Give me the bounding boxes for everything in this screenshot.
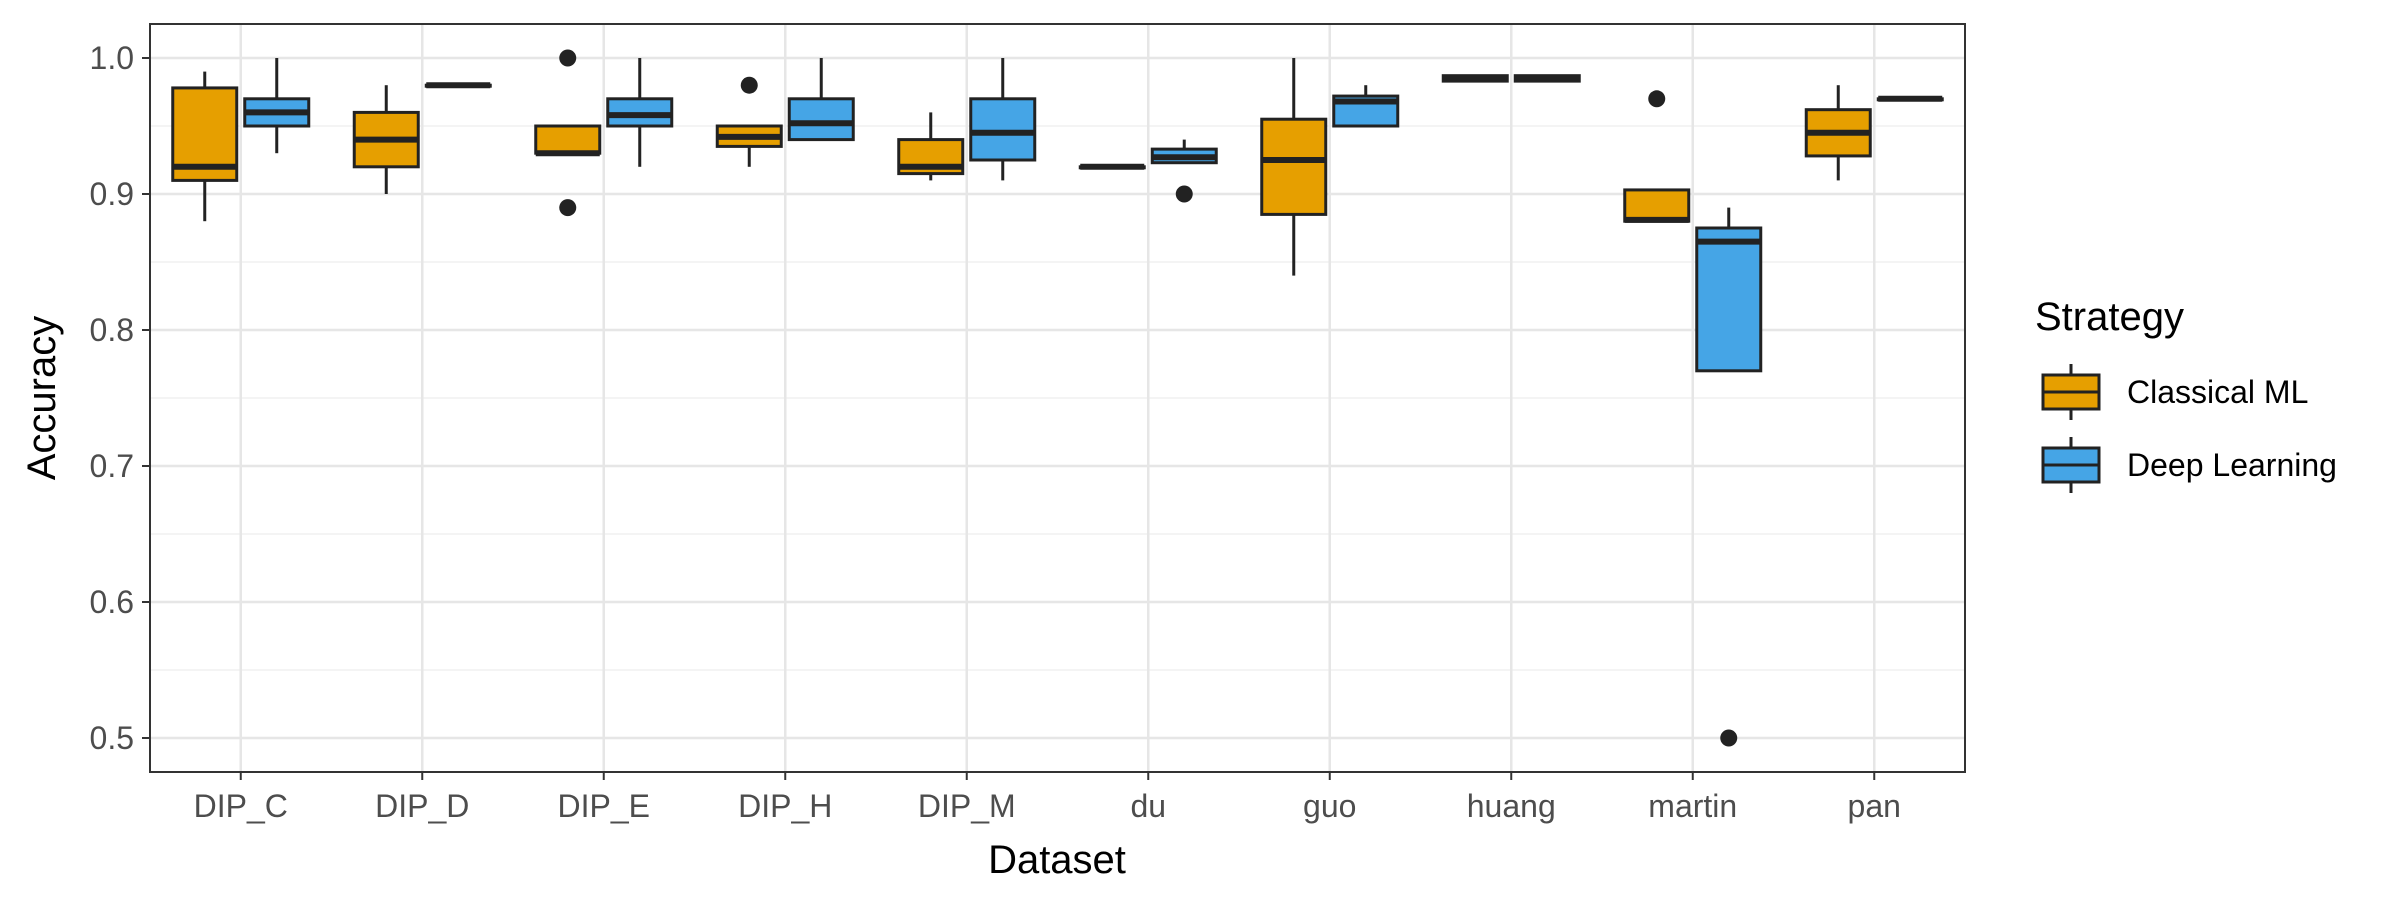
y-tick-label: 1.0 [90,40,134,76]
box-group-DIP_M-classical-ml [897,112,965,181]
outlier-point [1720,729,1738,747]
box-group-pan-classical-ml [1804,85,1872,181]
box-group-pan-deep-learning [1876,95,1944,102]
box-group-martin-deep-learning [1695,207,1763,747]
legend-label: Classical ML [2127,374,2308,410]
outlier-point [1175,185,1193,203]
x-tick-label: pan [1848,788,1901,824]
box-iqr [1695,226,1763,373]
box-group-DIP_M-deep-learning [969,58,1037,181]
box-group-DIP_E-classical-ml [534,49,602,217]
box-group-DIP_D-classical-ml [352,85,420,194]
legend: Strategy Classical ML Deep Learning [2035,295,2337,493]
box-iqr [534,124,602,155]
y-axis: 0.5 0.6 0.7 0.8 0.9 1.0 [90,40,150,756]
box-group-du-deep-learning [1150,139,1218,203]
x-tick-label: guo [1303,788,1356,824]
outlier-point [1648,90,1666,108]
y-axis-title: Accuracy [20,316,64,481]
box-iqr [1260,117,1328,216]
outlier-point [559,199,577,217]
x-tick-label: DIP_H [738,788,832,824]
box-group-huang-classical-ml [1441,74,1509,83]
legend-title: Strategy [2035,295,2184,339]
y-tick-label: 0.6 [90,584,134,620]
box-group-guo-classical-ml [1260,58,1328,276]
outlier-point [740,76,758,94]
outlier-point [559,49,577,67]
box-iqr [969,97,1037,162]
box-group-martin-classical-ml [1623,90,1691,223]
box-group-DIP_D-deep-learning [424,82,492,89]
box-group-guo-deep-learning [1332,85,1400,128]
x-tick-label: DIP_M [918,788,1016,824]
plot-marks [171,49,1944,747]
x-axis-title: Dataset [988,838,1126,882]
y-tick-label: 0.9 [90,176,134,212]
y-tick-label: 0.8 [90,312,134,348]
box-group-DIP_C-classical-ml [171,71,239,222]
box-iqr [787,97,855,142]
x-tick-label: DIP_D [375,788,469,824]
x-tick-label: martin [1648,788,1737,824]
x-tick-label: DIP_C [194,788,288,824]
x-tick-label: DIP_E [558,788,650,824]
x-axis: DIP_C DIP_D DIP_E DIP_H DIP_M du guo huang marti… [194,772,1901,824]
legend-label: Deep Learning [2127,447,2337,483]
plot-panel-border [149,23,1966,773]
box-group-huang-deep-learning [1513,74,1581,83]
x-tick-label: du [1130,788,1166,824]
box-iqr [1623,188,1691,223]
box-group-DIP_C-deep-learning [243,58,311,154]
box-group-DIP_E-deep-learning [606,58,674,167]
box-group-DIP_H-deep-learning [787,58,855,142]
y-tick-label: 0.7 [90,448,134,484]
box-group-DIP_H-classical-ml [715,76,783,167]
x-tick-label: huang [1467,788,1556,824]
y-tick-label: 0.5 [90,720,134,756]
box-group-du-classical-ml [1078,163,1146,170]
